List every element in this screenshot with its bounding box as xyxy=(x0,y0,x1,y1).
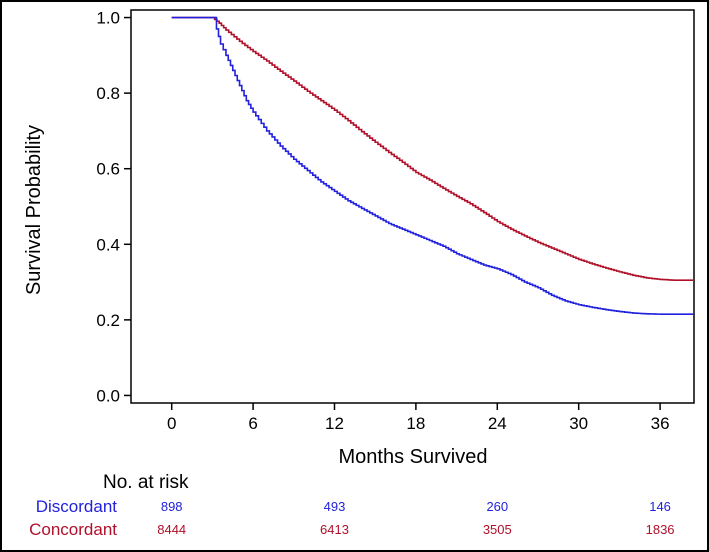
y-axis-label: Survival Probability xyxy=(23,125,45,295)
x-tick-label: 12 xyxy=(325,414,344,433)
risk-group-label: Discordant xyxy=(36,497,118,516)
plot-area xyxy=(130,9,695,404)
risk-value: 146 xyxy=(649,499,671,514)
risk-value: 260 xyxy=(486,499,508,514)
series-line-discordant xyxy=(171,16,694,315)
x-tick-label: 24 xyxy=(488,414,507,433)
y-tick-label: 0.8 xyxy=(96,84,120,103)
survival-curves xyxy=(171,16,694,315)
series-line-concordant xyxy=(171,16,694,281)
x-tick-label: 36 xyxy=(651,414,670,433)
x-tick-label: 6 xyxy=(248,414,257,433)
risk-value: 1836 xyxy=(646,522,675,537)
risk-value: 493 xyxy=(324,499,346,514)
x-tick-label: 0 xyxy=(167,414,176,433)
risk-value: 898 xyxy=(161,499,183,514)
risk-value: 6413 xyxy=(320,522,349,537)
y-axis: 0.0 0.2 0.4 0.6 0.8 1.0 xyxy=(96,9,131,405)
x-axis: 0 6 12 18 24 30 36 xyxy=(167,403,670,433)
y-tick-label: 0.4 xyxy=(96,235,120,254)
y-tick-label: 0.6 xyxy=(96,160,120,179)
risk-table: Discordant 898 493 260 146 Concordant 8444 6413… xyxy=(29,497,674,539)
x-axis-label: Months Survived xyxy=(339,446,488,468)
y-tick-label: 0.2 xyxy=(96,311,120,330)
y-tick-label: 1.0 xyxy=(96,9,120,28)
risk-value: 3505 xyxy=(483,522,512,537)
y-tick-label: 0.0 xyxy=(96,386,120,405)
risk-value: 8444 xyxy=(157,522,186,537)
risk-table-title: No. at risk xyxy=(103,472,189,493)
risk-group-label: Concordant xyxy=(29,520,117,539)
x-tick-label: 18 xyxy=(406,414,425,433)
x-tick-label: 30 xyxy=(569,414,588,433)
